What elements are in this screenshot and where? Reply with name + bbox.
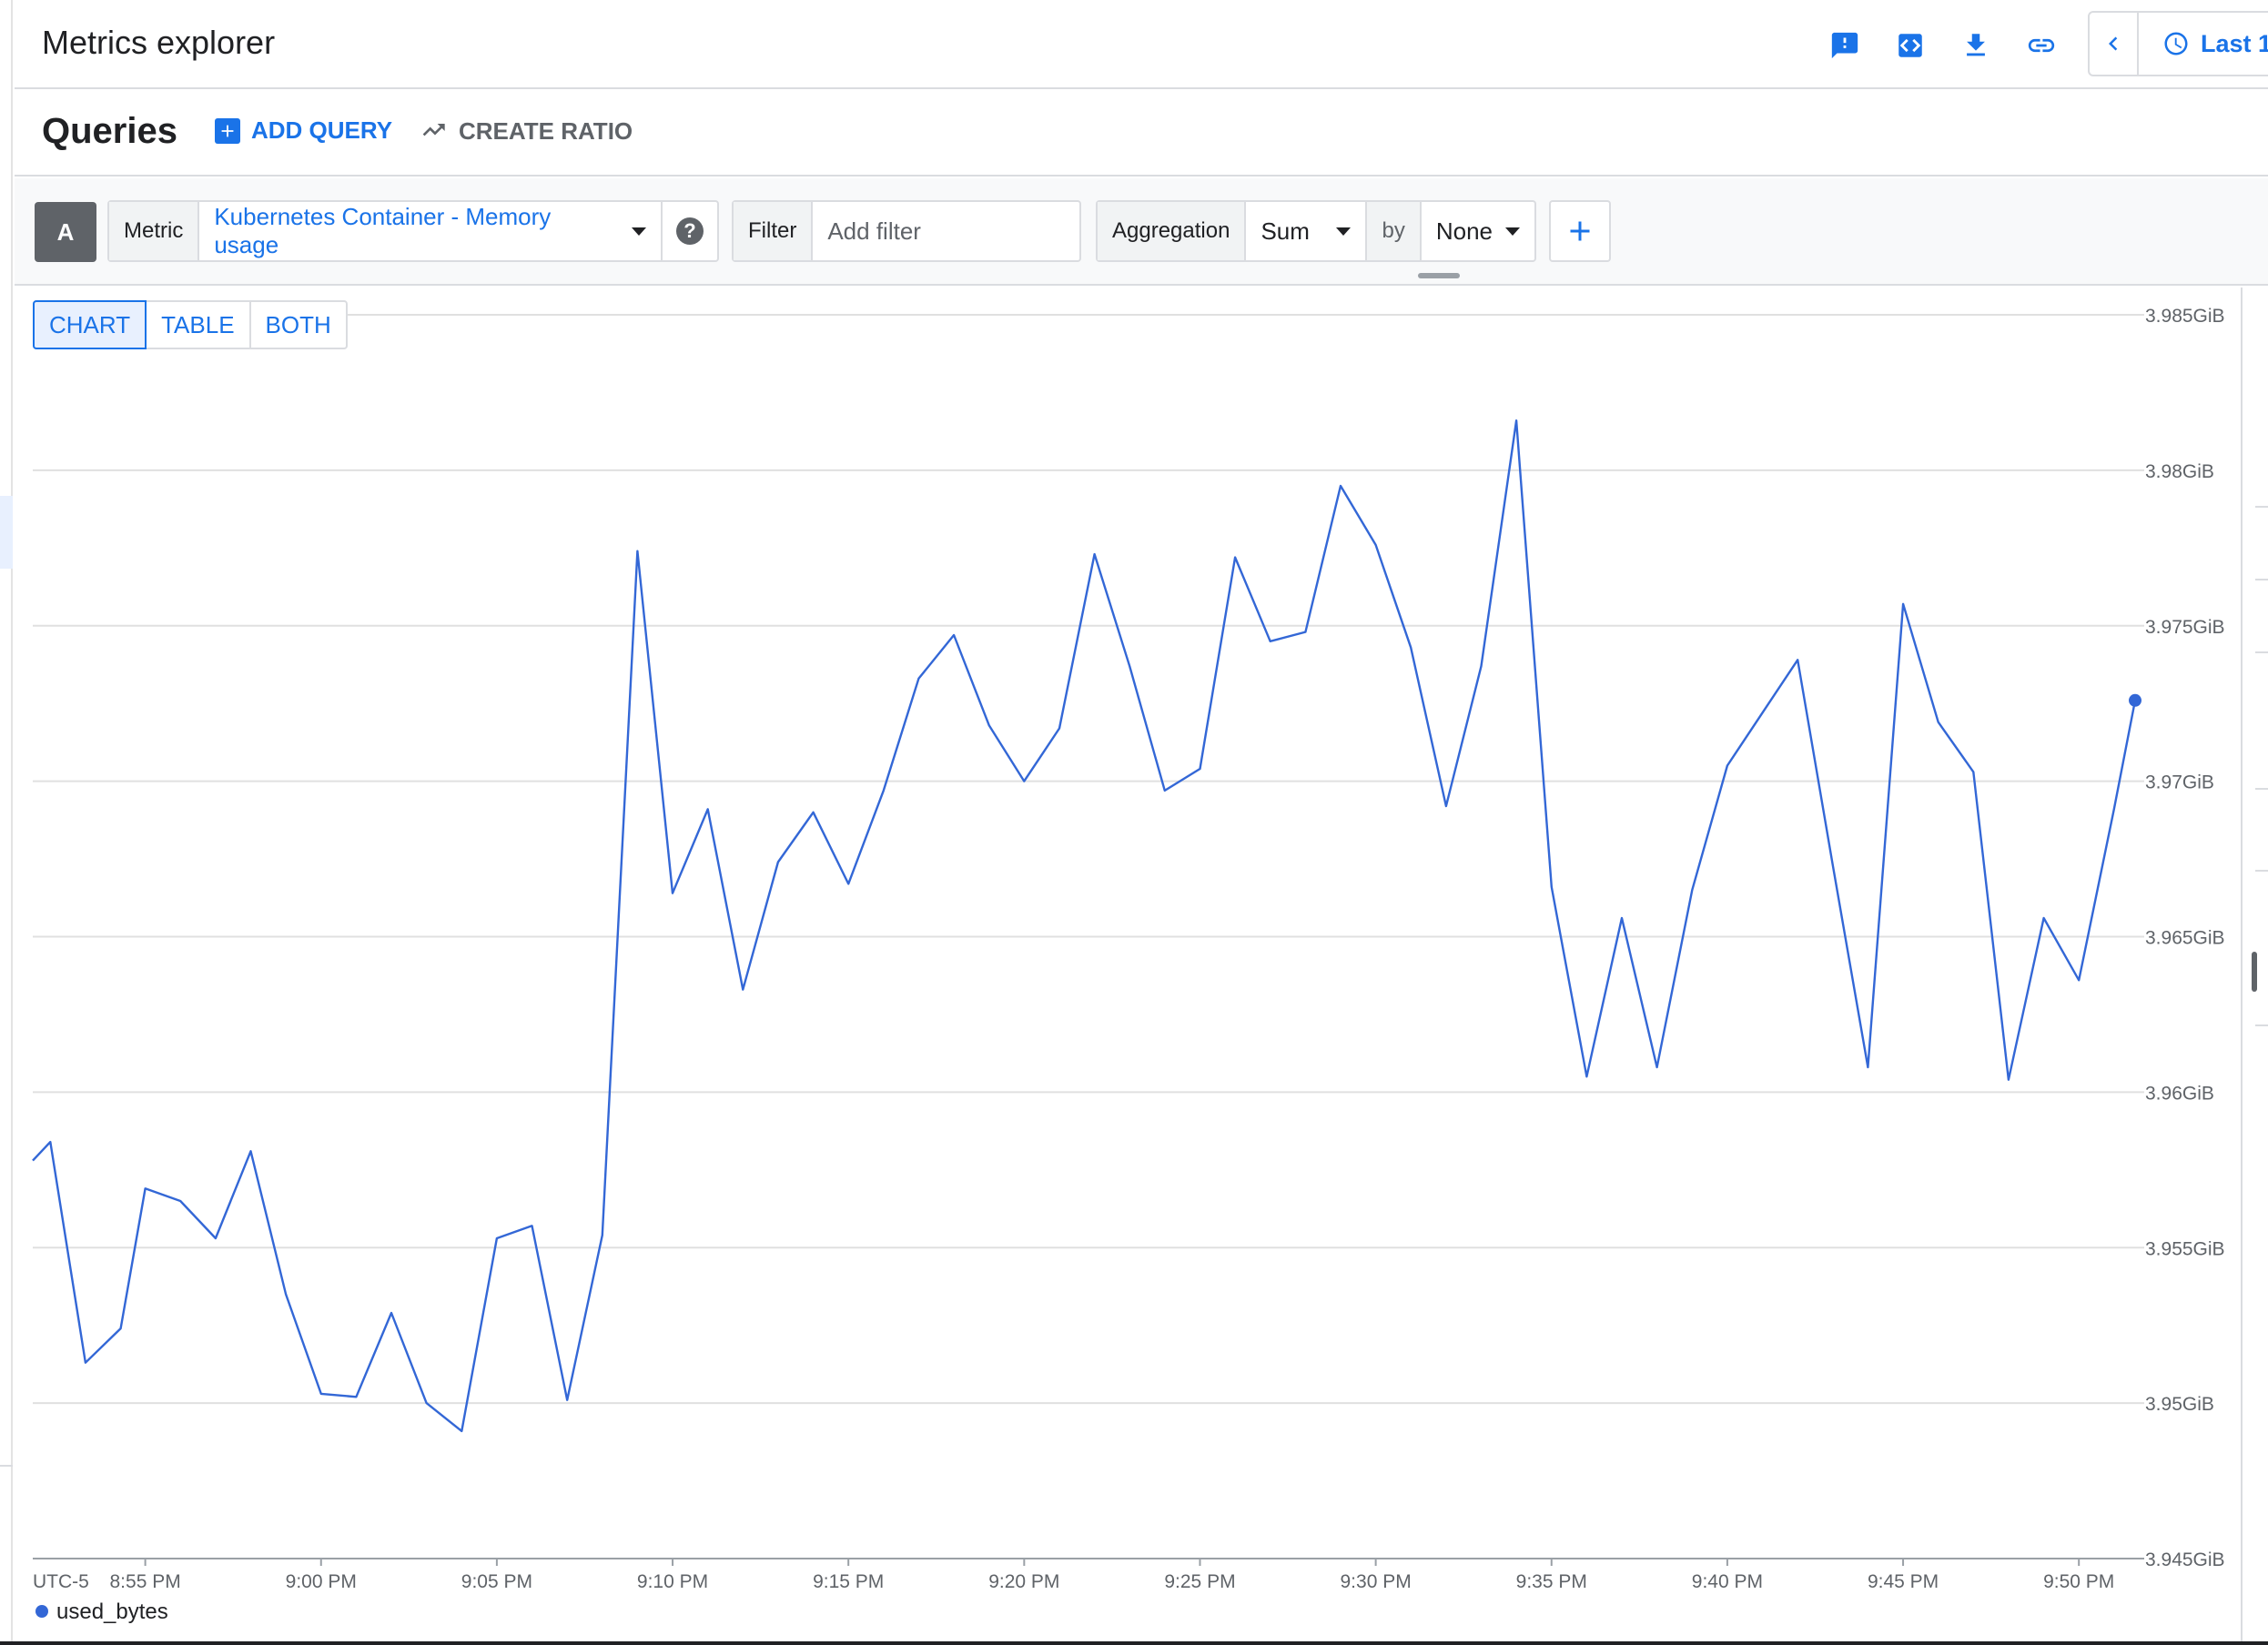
resize-drag-handle[interactable]	[1418, 273, 1460, 278]
queries-bar: Queries ADD QUERY CREATE RATIO	[15, 91, 2268, 177]
y-tick-label: 3.95GiB	[2145, 1394, 2214, 1415]
code-icon[interactable]	[1878, 25, 1943, 66]
add-box-icon	[215, 117, 240, 144]
scrollbar-tick	[2255, 651, 2268, 653]
filter-label: Filter	[734, 202, 814, 260]
scrollbar-thumb[interactable]	[2252, 952, 2257, 992]
add-aggregation-button[interactable]	[1549, 200, 1611, 262]
link-icon[interactable]	[2009, 25, 2074, 66]
queries-title: Queries	[42, 111, 177, 151]
time-range-selector: Last 1 h	[2088, 11, 2268, 76]
create-ratio-label: CREATE RATIO	[459, 116, 633, 145]
scrollbar-tick	[2255, 579, 2268, 580]
page-left-gutter	[0, 0, 13, 1645]
table-view-button[interactable]: TABLE	[147, 302, 251, 348]
right-scrollbar[interactable]	[2241, 288, 2268, 1645]
both-view-button[interactable]: BOTH	[265, 310, 331, 338]
x-tick-label: 9:25 PM	[1164, 1571, 1235, 1592]
x-tick-label: 8:55 PM	[110, 1571, 181, 1592]
y-tick-label: 3.945GiB	[2145, 1549, 2225, 1570]
series-line-used-bytes	[32, 419, 2137, 1433]
legend-label: used_bytes	[56, 1600, 168, 1624]
group-by-value: None	[1435, 217, 1493, 245]
add-query-button[interactable]: ADD QUERY	[215, 116, 392, 145]
gutter-highlight	[0, 496, 13, 569]
x-tick-label: 9:10 PM	[637, 1571, 708, 1592]
x-tick-label: 9:35 PM	[1516, 1571, 1587, 1592]
metric-selector[interactable]: Metric Kubernetes Container - Memory usa…	[107, 200, 719, 262]
metric-dropdown[interactable]: Kubernetes Container - Memory usage	[199, 202, 661, 260]
timezone-label: UTC-5	[33, 1571, 89, 1592]
filter-field[interactable]: Filter Add filter	[732, 200, 1081, 262]
aggregation-value: Sum	[1261, 217, 1310, 245]
y-tick-label: 3.965GiB	[2145, 928, 2225, 949]
y-tick-label: 3.97GiB	[2145, 772, 2214, 793]
scrollbar-tick	[2255, 870, 2268, 872]
x-tick-label: 9:00 PM	[286, 1571, 357, 1592]
chevron-left-icon	[2109, 36, 2118, 51]
gutter-divider	[0, 1465, 13, 1467]
scrollbar-tick	[2255, 506, 2268, 508]
by-label: by	[1367, 202, 1422, 260]
y-tick-label: 3.98GiB	[2145, 461, 2214, 482]
group-by-dropdown[interactable]: None	[1422, 202, 1534, 260]
merge-arrow-icon	[422, 124, 445, 136]
view-toggle: CHART TABLE BOTH	[33, 300, 348, 349]
caret-down-icon	[632, 227, 646, 236]
x-tick-label: 9:30 PM	[1341, 1571, 1412, 1592]
previous-time-button[interactable]	[2090, 13, 2139, 75]
legend-swatch	[35, 1605, 48, 1618]
header-actions	[1812, 25, 2074, 66]
page-header: Metrics explorer Last 1 h	[15, 0, 2268, 89]
clock-icon	[2164, 32, 2188, 56]
x-tick-label: 9:15 PM	[813, 1571, 884, 1592]
query-row: A Metric Kubernetes Container - Memory u…	[15, 178, 2268, 286]
metric-help-button[interactable]: ?	[661, 202, 717, 260]
x-tick-label: 9:45 PM	[1868, 1571, 1939, 1592]
plus-icon	[1570, 221, 1590, 241]
series-last-point	[2129, 693, 2141, 707]
download-icon[interactable]	[1943, 25, 2009, 66]
scrollbar-tick	[2255, 1024, 2268, 1026]
create-ratio-button[interactable]: CREATE RATIO	[420, 116, 633, 146]
caret-down-icon	[1505, 227, 1520, 236]
time-range-label: Last 1 h	[2201, 29, 2268, 57]
chart-area: CHART TABLE BOTH 3.985GiB 3.98GiB 3.975GiB…	[15, 288, 2241, 1645]
aggregation-dropdown[interactable]: Sum	[1246, 202, 1368, 260]
aggregation-field: Aggregation Sum by None	[1096, 200, 1536, 262]
query-letter-badge[interactable]: A	[35, 202, 96, 262]
metric-label: Metric	[109, 202, 200, 260]
caret-down-icon	[1336, 227, 1352, 236]
page-title: Metrics explorer	[42, 24, 276, 61]
y-tick-label: 3.96GiB	[2145, 1083, 2214, 1104]
y-tick-label: 3.955GiB	[2145, 1238, 2225, 1259]
help-icon: ?	[676, 217, 704, 245]
metric-value: Kubernetes Container - Memory usage	[214, 203, 552, 258]
x-tick-label: 9:05 PM	[461, 1571, 532, 1592]
x-tick-label: 9:50 PM	[2043, 1571, 2114, 1592]
memory-usage-line-chart: 3.985GiB 3.98GiB 3.975GiB 3.97GiB 3.965GiB 3.…	[32, 306, 2225, 1624]
feedback-icon[interactable]	[1812, 25, 1878, 66]
x-tick-label: 9:40 PM	[1692, 1571, 1763, 1592]
time-range-button[interactable]: Last 1 h	[2139, 30, 2268, 58]
aggregation-label: Aggregation	[1098, 202, 1247, 260]
chart-view-button[interactable]: CHART	[33, 300, 147, 349]
scrollbar-tick	[2255, 788, 2268, 790]
x-tick-label: 9:20 PM	[988, 1571, 1059, 1592]
filter-input[interactable]: Add filter	[827, 217, 921, 245]
window-bottom-edge	[0, 1641, 2268, 1645]
y-tick-label: 3.985GiB	[2145, 306, 2225, 327]
y-tick-label: 3.975GiB	[2145, 617, 2225, 638]
add-query-label: ADD QUERY	[251, 116, 393, 144]
